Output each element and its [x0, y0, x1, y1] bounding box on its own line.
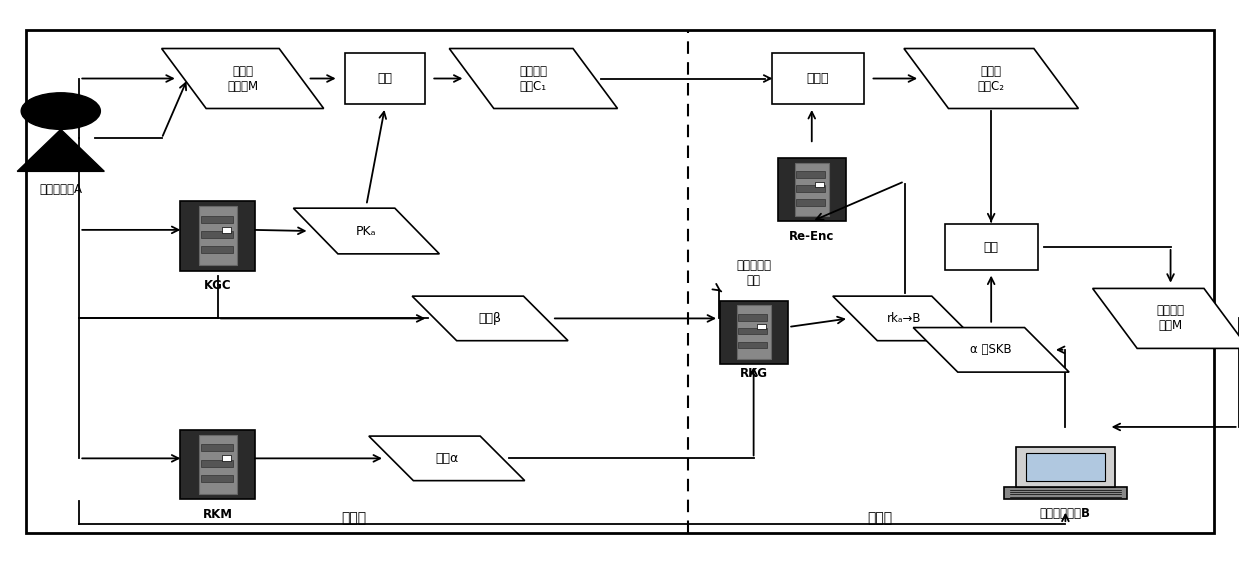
Polygon shape: [412, 296, 568, 341]
Text: 阶段一: 阶段一: [341, 511, 367, 525]
Polygon shape: [294, 208, 439, 254]
FancyBboxPatch shape: [222, 455, 231, 461]
FancyBboxPatch shape: [222, 227, 231, 232]
FancyBboxPatch shape: [738, 314, 768, 320]
Circle shape: [21, 93, 100, 129]
Text: 共享数据
明文M: 共享数据 明文M: [1157, 304, 1184, 332]
FancyBboxPatch shape: [815, 181, 823, 187]
FancyBboxPatch shape: [181, 430, 255, 499]
Text: rkₐ→B: rkₐ→B: [888, 312, 921, 325]
FancyBboxPatch shape: [200, 435, 237, 494]
FancyBboxPatch shape: [795, 162, 828, 216]
Text: 阶段二: 阶段二: [867, 511, 893, 525]
FancyBboxPatch shape: [719, 301, 787, 364]
Text: RKG: RKG: [739, 367, 768, 380]
Polygon shape: [1092, 288, 1240, 348]
Polygon shape: [368, 436, 525, 480]
FancyBboxPatch shape: [737, 305, 770, 359]
FancyBboxPatch shape: [181, 201, 255, 271]
FancyBboxPatch shape: [796, 199, 826, 205]
FancyBboxPatch shape: [796, 172, 826, 178]
Text: 重加密: 重加密: [807, 72, 830, 85]
FancyBboxPatch shape: [738, 328, 768, 335]
Text: 共享数据
密文C₁: 共享数据 密文C₁: [520, 64, 547, 92]
FancyBboxPatch shape: [1016, 447, 1115, 487]
Polygon shape: [17, 129, 104, 172]
Text: 数据创建者A: 数据创建者A: [40, 183, 82, 196]
Text: 参数β: 参数β: [479, 312, 502, 325]
Text: Re-Enc: Re-Enc: [789, 230, 835, 243]
FancyBboxPatch shape: [345, 53, 425, 104]
FancyBboxPatch shape: [771, 53, 864, 104]
Text: 数据共享用户B: 数据共享用户B: [1040, 507, 1091, 521]
Text: RKM: RKM: [203, 508, 233, 521]
FancyBboxPatch shape: [796, 185, 826, 192]
Polygon shape: [449, 49, 618, 108]
Text: 加密: 加密: [377, 72, 392, 85]
FancyBboxPatch shape: [201, 246, 233, 253]
FancyBboxPatch shape: [201, 460, 233, 467]
Text: 参数α: 参数α: [435, 452, 459, 465]
Text: PKₐ: PKₐ: [356, 224, 377, 238]
FancyBboxPatch shape: [201, 444, 233, 451]
Polygon shape: [913, 328, 1069, 372]
Text: 解密: 解密: [983, 241, 998, 254]
FancyBboxPatch shape: [777, 158, 846, 222]
FancyBboxPatch shape: [1003, 487, 1127, 499]
Polygon shape: [833, 296, 976, 341]
FancyBboxPatch shape: [945, 224, 1038, 270]
FancyBboxPatch shape: [201, 475, 233, 482]
FancyBboxPatch shape: [738, 342, 768, 348]
FancyBboxPatch shape: [758, 324, 765, 329]
Polygon shape: [904, 49, 1079, 108]
FancyBboxPatch shape: [201, 231, 233, 238]
Text: KGC: KGC: [205, 280, 232, 292]
FancyBboxPatch shape: [200, 206, 237, 265]
Polygon shape: [161, 49, 324, 108]
Text: 重加密密鑰
生成: 重加密密鑰 生成: [737, 259, 771, 287]
Text: 共享数
据明文M: 共享数 据明文M: [227, 64, 258, 92]
Text: 重加密
密文C₂: 重加密 密文C₂: [977, 64, 1004, 92]
Text: α ，SKB: α ，SKB: [971, 343, 1012, 356]
FancyBboxPatch shape: [201, 216, 233, 223]
FancyBboxPatch shape: [1025, 453, 1105, 481]
